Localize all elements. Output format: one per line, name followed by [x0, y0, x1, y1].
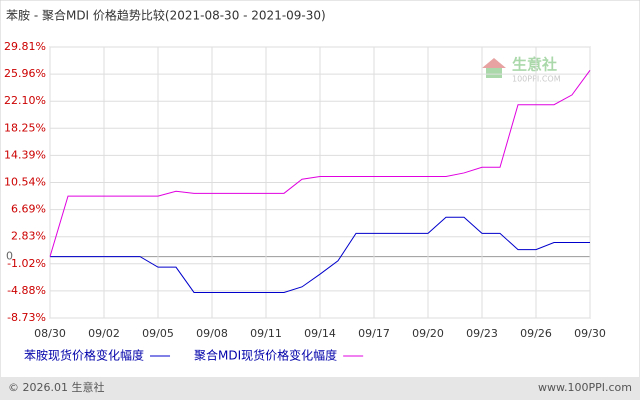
x-tick-label: 09/20 — [412, 327, 444, 340]
x-tick-label: 09/23 — [466, 327, 498, 340]
x-tick-label: 09/02 — [88, 327, 120, 340]
series-line — [49, 69, 591, 257]
x-tick-label: 09/05 — [142, 327, 174, 340]
legend-label: 聚合MDI现货价格变化幅度 — [194, 348, 337, 363]
y-tick-label: 0 — [6, 250, 13, 263]
y-tick-label: -8.73% — [7, 311, 46, 324]
x-tick-label: 09/11 — [250, 327, 282, 340]
x-tick-label: 09/30 — [574, 327, 606, 340]
y-tick-label: 10.54% — [4, 176, 46, 189]
y-tick-label: 25.96% — [4, 67, 46, 80]
x-tick-label: 09/17 — [358, 327, 390, 340]
footer-left: © 2026.01 生意社 — [8, 380, 104, 394]
series-line — [50, 216, 590, 293]
y-tick-label: 6.69% — [11, 203, 46, 216]
x-tick-label: 09/14 — [304, 327, 336, 340]
legend-label: 苯胺现货价格变化幅度 — [24, 348, 144, 363]
y-tick-label: -1.02% — [7, 257, 46, 270]
y-tick-label: 29.81% — [4, 40, 46, 53]
x-tick-label: 09/08 — [196, 327, 228, 340]
y-tick-label: 2.83% — [11, 230, 46, 243]
y-tick-label: 14.39% — [4, 148, 46, 161]
watermark-icon — [482, 58, 506, 68]
y-tick-label: -4.88% — [7, 284, 46, 297]
y-tick-label: 18.25% — [4, 121, 46, 134]
watermark-name: 生意社 — [512, 56, 557, 74]
x-tick-label: 08/30 — [34, 327, 66, 340]
footer-right: www.100PPI.com — [538, 381, 632, 394]
watermark-icon — [486, 68, 502, 78]
x-tick-label: 09/26 — [520, 327, 552, 340]
chart-title: 苯胺 - 聚合MDI 价格趋势比较(2021-08-30 - 2021-09-3… — [6, 8, 326, 23]
footer-bar — [0, 377, 640, 400]
y-tick-label: 22.10% — [4, 94, 46, 107]
